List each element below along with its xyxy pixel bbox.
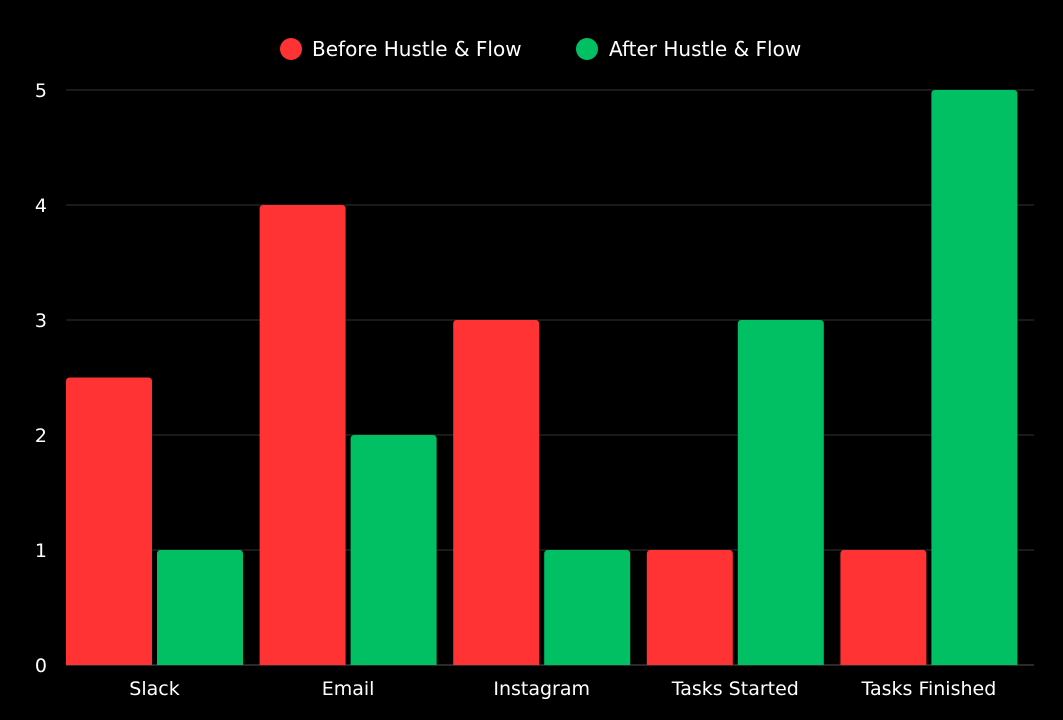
bar-after-tasks-started[interactable] (737, 320, 824, 665)
bar-after-slack[interactable] (157, 550, 243, 665)
bar-before-instagram[interactable] (453, 320, 540, 665)
y-tick-label-5: 5 (35, 80, 47, 102)
bar-after-tasks-finished[interactable] (931, 90, 1018, 665)
legend-swatch-after (576, 38, 598, 60)
bar-before-email[interactable] (259, 205, 346, 665)
bar-before-slack[interactable] (66, 377, 152, 666)
x-tick-label-instagram: Instagram (493, 678, 590, 700)
y-tick-label-2: 2 (35, 425, 47, 447)
legend: Before Hustle & Flow After Hustle & Flow (280, 37, 801, 61)
legend-swatch-before (280, 38, 302, 60)
bars (66, 90, 1018, 666)
legend-label-before: Before Hustle & Flow (312, 37, 522, 61)
x-tick-label-tasks-finished: Tasks Finished (861, 678, 997, 700)
y-tick-label-0: 0 (35, 655, 47, 677)
bar-after-email[interactable] (350, 435, 437, 665)
x-tick-label-tasks-started: Tasks Started (671, 678, 799, 700)
x-axis: Slack Email Instagram Tasks Started Tasks Fi… (129, 678, 996, 700)
bar-before-tasks-started[interactable] (646, 550, 733, 665)
x-tick-label-email: Email (322, 678, 375, 700)
bar-before-tasks-finished[interactable] (840, 550, 927, 665)
y-tick-label-3: 3 (35, 310, 47, 332)
legend-label-after: After Hustle & Flow (609, 37, 801, 61)
legend-item-before[interactable]: Before Hustle & Flow (280, 37, 522, 61)
y-tick-label-4: 4 (35, 195, 47, 217)
y-axis: 0 1 2 3 4 5 (35, 80, 47, 677)
y-tick-label-1: 1 (35, 540, 47, 562)
x-tick-label-slack: Slack (129, 678, 179, 700)
legend-item-after[interactable]: After Hustle & Flow (576, 37, 801, 61)
bar-after-instagram[interactable] (544, 550, 631, 665)
